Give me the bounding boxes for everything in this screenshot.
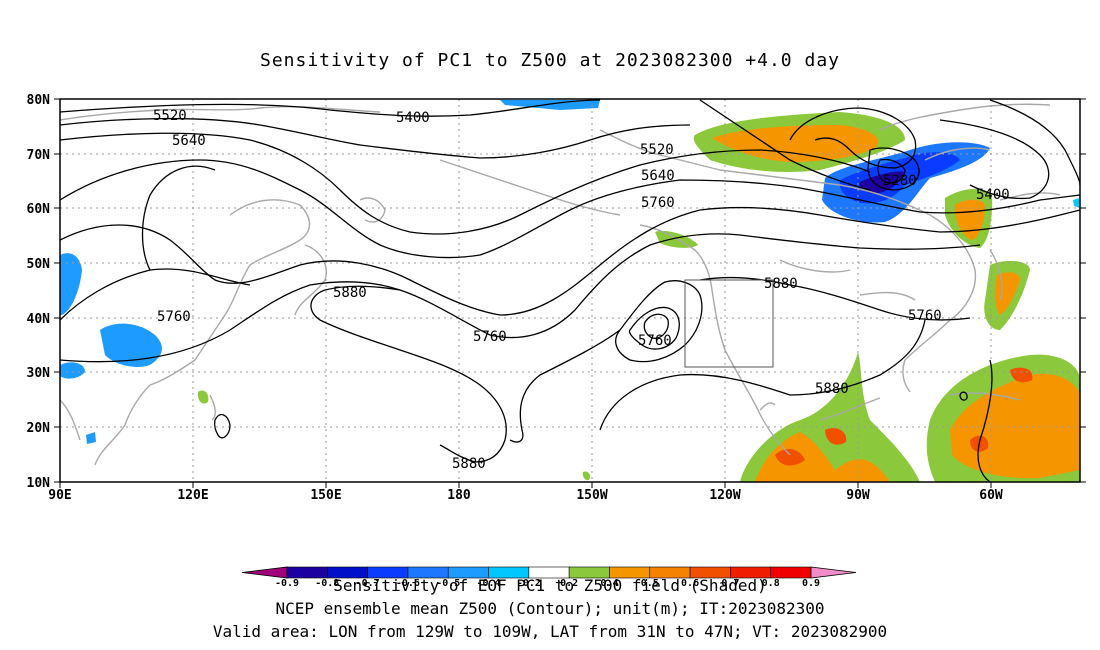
colorbar-tick-label: 0.4 bbox=[600, 578, 618, 589]
contour-label: 5880 bbox=[764, 276, 798, 292]
caption-contour: NCEP ensemble mean Z500 (Contour); unit(… bbox=[275, 599, 825, 618]
lon-label: 90E bbox=[48, 488, 71, 503]
lat-label: 60N bbox=[27, 202, 51, 217]
contour-label: 5760 bbox=[157, 309, 191, 325]
colorbar-tick-label: 0.2 bbox=[560, 578, 578, 589]
tick-marks bbox=[54, 98, 1086, 488]
colorbar-tick-label: -0.9 bbox=[275, 578, 299, 589]
colorbar-upper-arrow bbox=[810, 566, 857, 579]
contour-label: 5640 bbox=[172, 133, 206, 149]
contour-label: 5760 bbox=[638, 333, 672, 349]
colorbar-tick-label: 0.5 bbox=[641, 578, 659, 589]
colorbar-tick-label: -0.5 bbox=[436, 578, 460, 589]
contour-label: 5520 bbox=[640, 142, 674, 158]
contour-label: 5400 bbox=[396, 110, 430, 126]
colorbar-tick-label: 0.7 bbox=[721, 578, 739, 589]
colorbar-tick-label: -0.6 bbox=[396, 578, 420, 589]
contour-label: 5520 bbox=[153, 108, 187, 124]
colorbar-tick-label: 0.6 bbox=[681, 578, 699, 589]
lon-label: 90W bbox=[846, 488, 870, 503]
contour-label: 5640 bbox=[641, 168, 675, 184]
colorbar-tick-label: -0.7 bbox=[356, 578, 380, 589]
coastlines bbox=[59, 103, 1061, 466]
colorbar-tick-label: -0.2 bbox=[517, 578, 541, 589]
z500-contours bbox=[59, 99, 1081, 483]
contour-label: 5760 bbox=[641, 195, 675, 211]
lat-labels: 80N 70N 60N 50N 40N 30N 20N 10N bbox=[27, 93, 51, 491]
colorbar-tick-label: 0.8 bbox=[762, 578, 780, 589]
colorbar: -0.9 -0.8 -0.7 -0.6 -0.5 -0.4 -0.2 0.2 0.4 0.5 0.6… bbox=[241, 566, 857, 589]
lon-label: 180 bbox=[447, 488, 471, 503]
lat-label: 20N bbox=[27, 421, 51, 436]
lat-label: 80N bbox=[27, 93, 51, 108]
map-title: Sensitivity of PC1 to Z500 at 2023082300… bbox=[259, 50, 840, 71]
contour-label: 5760 bbox=[473, 329, 507, 345]
lon-labels: 90E 120E 150E 180 150W 120W 90W 60W bbox=[48, 488, 1003, 503]
contour-label: 5880 bbox=[452, 456, 486, 472]
colorbar-tick-label: -0.4 bbox=[476, 578, 500, 589]
lon-label: 120E bbox=[177, 488, 208, 503]
contour-label: 5400 bbox=[976, 187, 1010, 203]
lat-label: 40N bbox=[27, 312, 51, 327]
contour-label: 5280 bbox=[883, 173, 917, 189]
colorbar-tick-label: 0.9 bbox=[802, 578, 820, 589]
lon-label: 60W bbox=[979, 488, 1003, 503]
contour-labels: 5520 5400 5640 5520 5640 5760 5280 5400 … bbox=[153, 108, 1010, 472]
contour-label: 5880 bbox=[333, 285, 367, 301]
colorbar-tick-label: -0.8 bbox=[315, 578, 339, 589]
caption-shaded: Sensitivity of EOF PC1 to Z500 field (Sh… bbox=[333, 576, 767, 595]
lon-label: 120W bbox=[709, 488, 740, 503]
plot-frame bbox=[59, 98, 1081, 483]
lat-label: 10N bbox=[27, 476, 51, 491]
lat-label: 30N bbox=[27, 366, 51, 381]
lon-label: 150E bbox=[310, 488, 341, 503]
contour-label: 5880 bbox=[815, 381, 849, 397]
caption-valid-area: Valid area: LON from 129W to 109W, LAT f… bbox=[212, 622, 888, 641]
lon-label: 150W bbox=[576, 488, 607, 503]
valid-area-box bbox=[684, 279, 774, 368]
lat-label: 50N bbox=[27, 257, 51, 272]
contour-label: 5760 bbox=[908, 308, 942, 324]
lat-label: 70N bbox=[27, 148, 51, 163]
